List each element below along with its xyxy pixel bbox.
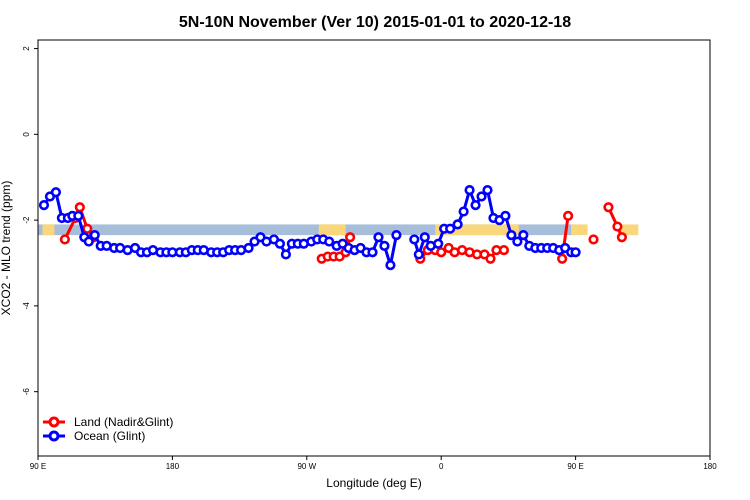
series-ocean-point (385, 260, 396, 271)
y-tick-label: -4 (22, 302, 31, 310)
chart-title: 5N-10N November (Ver 10) 2015-01-01 to 2… (179, 14, 571, 31)
series-ocean-point (464, 185, 475, 196)
series-ocean-point (419, 232, 430, 243)
series-ocean-point (73, 210, 84, 221)
series-ocean-point (373, 232, 384, 243)
series-land-point (616, 232, 627, 243)
series-ocean-point (38, 200, 50, 211)
legend-ocean-marker (48, 430, 60, 442)
series-ocean-point (470, 200, 481, 211)
x-tick-label: 180 (166, 462, 180, 471)
legend-land-label: Land (Nadir&Glint) (74, 415, 173, 429)
series-ocean-point (512, 236, 523, 247)
series-ocean-point (500, 210, 511, 221)
y-tick-label: 0 (22, 132, 31, 137)
x-tick-label: 90 W (297, 462, 316, 471)
series-land-point (485, 253, 496, 264)
series-land-point (498, 245, 510, 256)
x-axis-label: Longitude (deg E) (326, 476, 421, 490)
y-axis: 2 0 -2 -4 -6 (22, 46, 38, 395)
plot-frame (37, 39, 711, 457)
series-ocean-point (409, 234, 420, 245)
series-land-point (436, 247, 447, 258)
series-ocean-point (476, 191, 487, 202)
series-ocean-point (413, 249, 424, 260)
y-axis-label: XCO2 - MLO trend (ppm) (0, 181, 13, 316)
series-ocean-point (243, 242, 254, 254)
series-layer (38, 185, 627, 271)
series-ocean-point (506, 230, 517, 241)
y-tick-label: -2 (22, 216, 31, 224)
x-tick-label: 180 (703, 462, 717, 471)
series-ocean-point (452, 219, 463, 230)
series-land-point (59, 234, 70, 245)
legend-land-marker (48, 416, 60, 428)
series-ocean-point (50, 187, 62, 198)
series-ocean-point (518, 230, 529, 241)
series-land-point (563, 210, 574, 221)
legend-ocean-label: Ocean (Glint) (74, 429, 145, 443)
series-ocean-point (280, 249, 291, 260)
series-land-point (612, 221, 623, 232)
band-land-segment (435, 224, 519, 236)
series-ocean-point (83, 236, 94, 247)
band-land-segment (318, 224, 346, 236)
series-ocean-point (433, 238, 444, 249)
series-ocean-point (379, 240, 390, 251)
band-land-segment (42, 224, 55, 236)
series-land-point (557, 253, 568, 264)
series-ocean-point (458, 206, 469, 217)
series-land-point (345, 232, 356, 243)
reference-band (38, 224, 639, 236)
band-land-segment (571, 224, 588, 236)
series-ocean-point (367, 247, 378, 258)
x-tick-label: 0 (439, 462, 444, 471)
x-tick-label: 90 E (567, 462, 583, 471)
series-ocean-point (445, 223, 456, 234)
y-tick-label: -6 (22, 388, 31, 396)
series-land-point (82, 223, 93, 234)
series-land-point (603, 202, 614, 213)
series-ocean-point (324, 236, 335, 247)
series-ocean-point (89, 230, 100, 241)
x-tick-label: 90 E (30, 462, 46, 471)
y-tick-label: 2 (22, 46, 31, 51)
series-ocean-point (570, 247, 581, 258)
x-axis: 90 E 180 90 W 0 90 E 180 (30, 456, 717, 471)
series-land-point (74, 202, 85, 213)
series-ocean-point (274, 238, 286, 249)
series-land-point (588, 234, 599, 245)
legend: Land (Nadir&Glint) Ocean (Glint) (43, 415, 173, 443)
band-land-segment (620, 224, 639, 236)
band-ocean (38, 224, 576, 236)
series-ocean-point (391, 230, 402, 241)
series-ocean-point (482, 185, 493, 196)
